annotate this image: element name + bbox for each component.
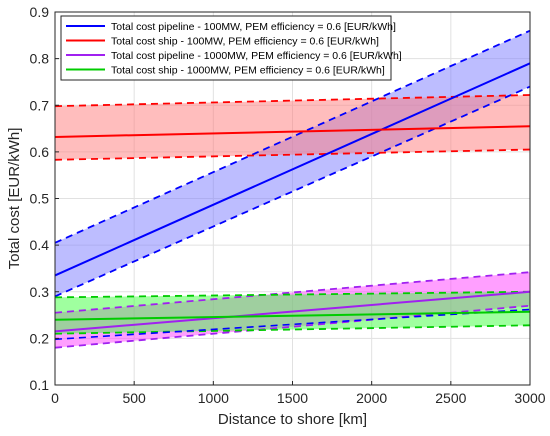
legend-label: Total cost pipeline - 100MW, PEM efficie… bbox=[111, 21, 396, 33]
x-tick-label: 2000 bbox=[356, 390, 387, 406]
x-tick-label: 500 bbox=[122, 390, 146, 406]
y-tick-label: 0.1 bbox=[30, 377, 50, 393]
x-axis-title: Distance to shore [km] bbox=[218, 411, 367, 428]
legend-label: Total cost ship - 1000MW, PEM efficiency… bbox=[111, 65, 385, 77]
y-tick-label: 0.4 bbox=[30, 237, 50, 253]
x-tick-label: 2500 bbox=[435, 390, 466, 406]
x-tick-label: 0 bbox=[51, 390, 59, 406]
confidence-bands bbox=[55, 30, 530, 348]
y-tick-label: 0.9 bbox=[30, 4, 50, 20]
confidence-band bbox=[55, 30, 530, 297]
x-tick-label: 1500 bbox=[277, 390, 308, 406]
x-tick-label: 3000 bbox=[514, 390, 545, 406]
series-line bbox=[54, 125, 531, 138]
legend-box bbox=[60, 15, 392, 81]
y-tick-label: 0.3 bbox=[30, 284, 50, 300]
series-upper-bound bbox=[54, 29, 531, 244]
legend-label: Total cost pipeline - 1000MW, PEM effici… bbox=[111, 50, 402, 62]
series-upper-bound bbox=[54, 271, 531, 314]
y-tick-label: 0.6 bbox=[30, 144, 50, 160]
series-line bbox=[54, 310, 531, 321]
y-tick-label: 0.5 bbox=[30, 191, 50, 207]
legend: Total cost pipeline - 100MW, PEM efficie… bbox=[60, 15, 402, 81]
axis-ticks: 0 500 1000 1500 2000 2500 3000 0.1 0.2 0.3 0.4 0.5 0… bbox=[30, 4, 546, 406]
series-dashed-line bbox=[54, 308, 531, 341]
y-tick-label: 0.2 bbox=[30, 330, 50, 346]
legend-label: Total cost ship - 100MW, PEM efficiency … bbox=[111, 36, 379, 48]
confidence-band bbox=[55, 94, 530, 160]
series-lower-bound bbox=[54, 85, 531, 298]
x-tick-label: 1000 bbox=[198, 390, 229, 406]
y-tick-label: 0.7 bbox=[30, 97, 50, 113]
series-line bbox=[54, 62, 531, 277]
series-lines bbox=[54, 29, 531, 349]
y-tick-label: 0.8 bbox=[30, 51, 50, 67]
series-line bbox=[54, 290, 531, 333]
y-axis-title: Total cost [EUR/kWh] bbox=[6, 128, 23, 270]
